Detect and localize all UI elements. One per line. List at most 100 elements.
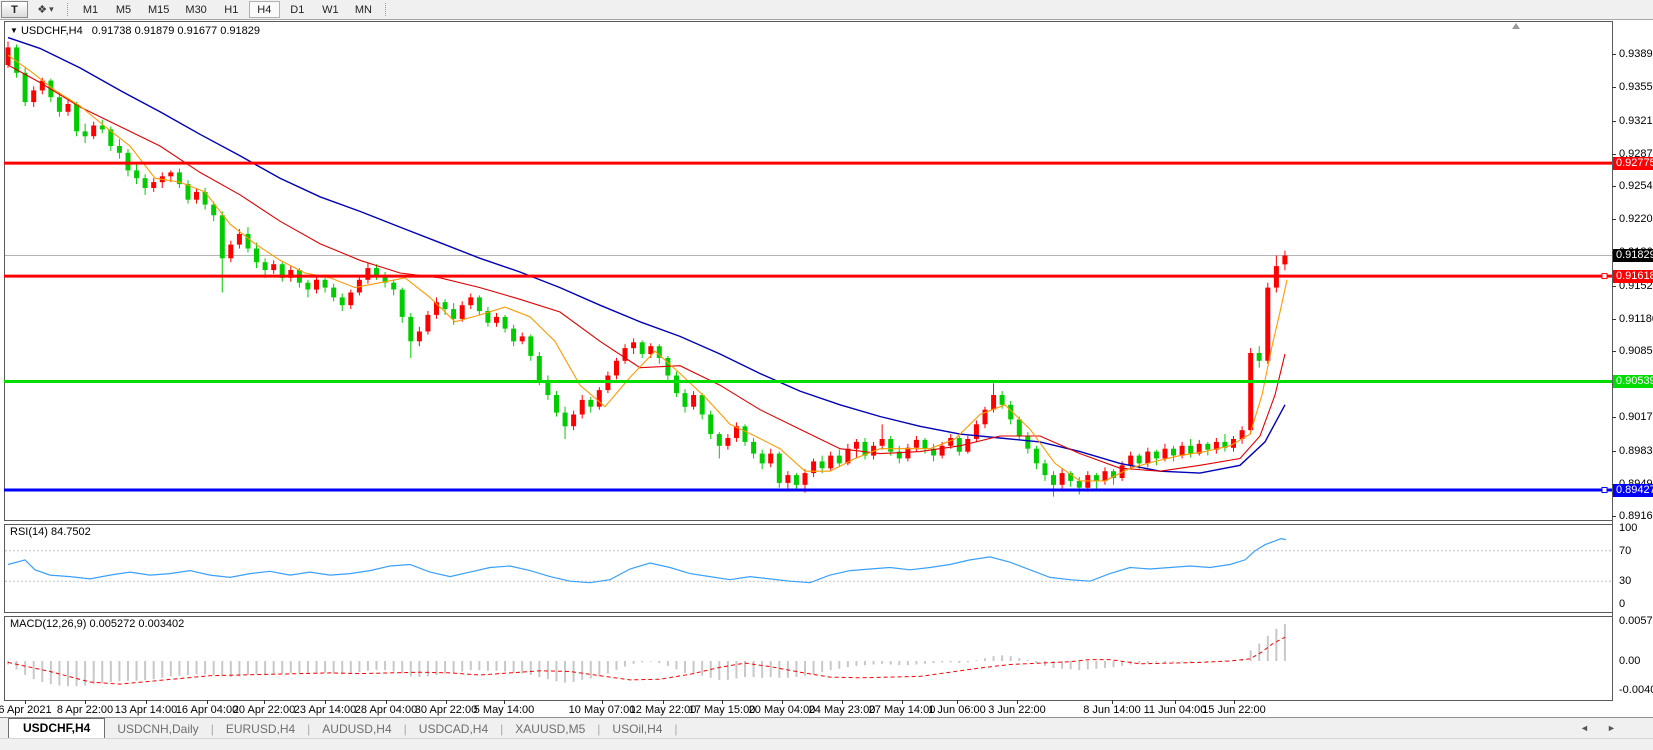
arrows-tool-button[interactable]: ❖ ▾ — [30, 1, 61, 18]
timeframe-button-m1[interactable]: M1 — [82, 3, 99, 16]
time-axis-label: 16 Apr 04:00 — [175, 704, 239, 716]
chart-left-border — [4, 21, 5, 700]
timeframe-button-w1[interactable]: W1 — [322, 3, 339, 16]
time-axis-label: 8 Jun 14:00 — [1083, 704, 1141, 716]
time-axis-label: 8 Apr 22:00 — [56, 704, 114, 716]
price-line-badge: 0.92775 — [1613, 156, 1653, 170]
time-tick — [325, 700, 326, 704]
time-tick — [1112, 700, 1113, 704]
time-axis-label: 6 Apr 2021 — [0, 704, 52, 716]
price-line-badge: 0.91618 — [1613, 269, 1653, 283]
tab-usoil-h4[interactable]: USOil,H4 — [612, 722, 663, 736]
timeframe-button-m15[interactable]: M15 — [148, 3, 170, 16]
price-line-badge: 0.89427 — [1613, 483, 1653, 497]
time-tick — [663, 700, 664, 704]
time-axis-label: 15 Jun 22:00 — [1202, 704, 1266, 716]
line-anchor-handle[interactable] — [1601, 487, 1608, 494]
price-tick — [1612, 450, 1616, 452]
timeframe-button-h4[interactable]: H4 — [248, 1, 280, 18]
chart-title-marker-icon: ▼ — [10, 26, 18, 35]
chart-bottom-border — [4, 700, 1613, 701]
chart-title: ▼ USDCHF,H4 0.91738 0.91879 0.91677 0.91… — [10, 25, 260, 37]
time-axis-label: 10 May 07:00 — [568, 704, 636, 716]
macd-axis-label: 0.005718 — [1619, 614, 1653, 627]
price-line-badge: 0.90539 — [1613, 374, 1653, 388]
time-tick — [207, 700, 208, 704]
chart-right-border — [1612, 21, 1613, 700]
price-tick — [1612, 417, 1616, 419]
arrows-tool-icon: ❖ — [37, 4, 48, 16]
time-axis-label: 20 Apr 22:00 — [232, 704, 296, 716]
time-tick — [264, 700, 265, 704]
time-axis-label: 28 Apr 04:00 — [354, 704, 418, 716]
tab-xauusd-m5[interactable]: XAUUSD,M5 — [515, 722, 586, 736]
toolbar-separator — [384, 3, 387, 16]
timeframe-button-d1[interactable]: D1 — [290, 3, 305, 16]
price-line-badge: 0.91829 — [1613, 248, 1653, 262]
rsi-axis-label: 30 — [1619, 575, 1632, 588]
time-tick — [957, 700, 958, 704]
time-axis-label: 11 Jun 04:00 — [1143, 704, 1207, 716]
toolbar-separator — [67, 3, 69, 16]
tab-eurusd-h4[interactable]: EURUSD,H4 — [225, 722, 296, 736]
time-tick — [446, 700, 447, 704]
macd-axis-label: 0.00 — [1619, 655, 1641, 667]
timeframe-button-m30[interactable]: M30 — [185, 3, 207, 16]
tab-usdcnh-daily[interactable]: USDCNH,Daily — [117, 722, 199, 736]
time-axis-label: 13 Apr 14:00 — [114, 704, 178, 716]
price-tick-label: 0.89160 — [1619, 510, 1653, 523]
price-tick — [1612, 516, 1616, 518]
time-tick — [85, 700, 86, 704]
timeframe-button-m5[interactable]: M5 — [115, 3, 132, 16]
rsi-header: RSI(14) 84.7502 — [10, 526, 91, 538]
time-axis-label: 1 Jun 06:00 — [928, 704, 986, 716]
tab-scroll-left-icon[interactable]: ◄ — [1580, 723, 1589, 733]
timeframe-button-mn[interactable]: MN — [354, 3, 372, 16]
candles-layer — [5, 41, 1288, 497]
line-anchor-handle[interactable] — [1601, 273, 1608, 280]
tab-audusd-h4[interactable]: AUDUSD,H4 — [322, 722, 392, 736]
time-tick — [602, 700, 603, 704]
tab-scroll-right-icon[interactable]: ► — [1607, 723, 1616, 733]
time-tick — [1017, 700, 1018, 704]
chevron-down-icon: ▾ — [49, 4, 54, 14]
time-axis-label: 24 May 23:00 — [808, 704, 876, 716]
time-tick — [25, 700, 26, 704]
price-tick — [1612, 54, 1616, 56]
price-tick — [1612, 351, 1616, 353]
price-tick — [1612, 318, 1616, 320]
time-axis-label: 30 Apr 22:00 — [414, 704, 478, 716]
macd-splitter[interactable] — [4, 612, 1612, 617]
status-strip — [0, 738, 1653, 750]
macd-histogram — [7, 624, 1286, 687]
time-tick — [722, 700, 723, 704]
time-axis-label: 17 May 15:00 — [688, 704, 756, 716]
price-tick — [1612, 186, 1616, 188]
time-tick — [1234, 700, 1235, 704]
price-tick — [1612, 285, 1616, 287]
chart-shift-marker[interactable] — [1512, 23, 1520, 29]
chart-ohlc-values: 0.91738 0.91879 0.91677 0.91829 — [91, 25, 260, 37]
tab-usdcad-h4[interactable]: USDCAD,H4 — [418, 722, 489, 736]
rsi-axis-label: 0 — [1619, 598, 1626, 610]
time-tick — [902, 700, 903, 704]
macd-axis-label: -0.00409 — [1619, 683, 1653, 696]
text-tool-button[interactable]: T — [1, 1, 28, 18]
chart-top-border — [4, 21, 1612, 22]
rsi-splitter[interactable] — [4, 520, 1612, 525]
price-tick — [1612, 153, 1616, 155]
tab-usdchf-h4[interactable]: USDCHF,H4 — [8, 718, 106, 739]
time-tick — [504, 700, 505, 704]
timeframe-button-h1[interactable]: H1 — [224, 3, 239, 16]
time-axis-label: 3 Jun 22:00 — [988, 704, 1046, 716]
